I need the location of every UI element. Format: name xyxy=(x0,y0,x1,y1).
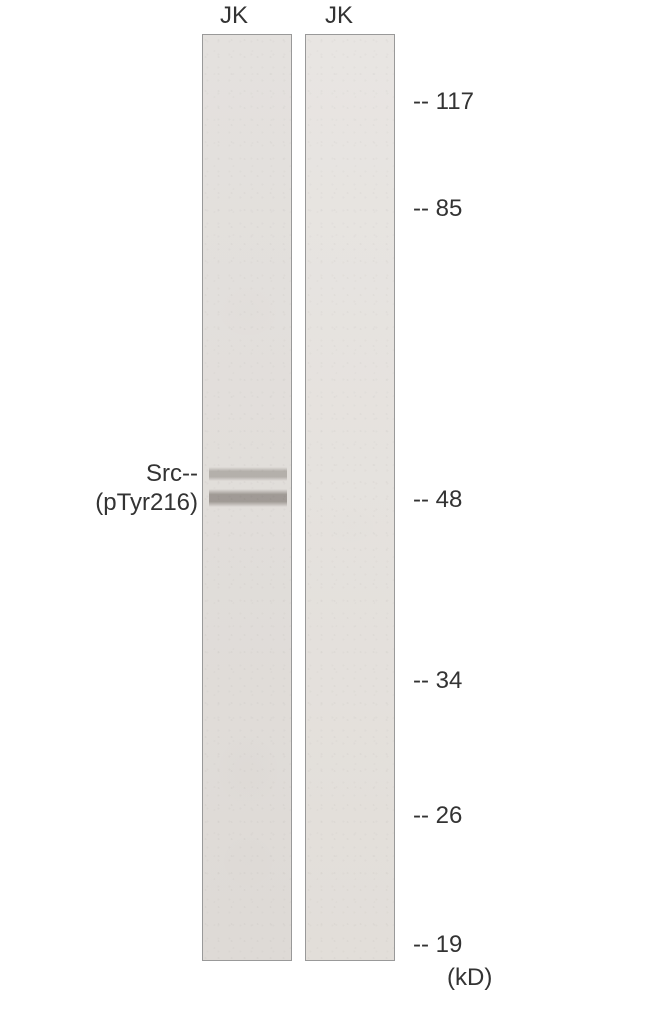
blot-container: JK JK Src-- (pTyr216) -- 117 -- 85 -- 48 --… xyxy=(0,0,650,1025)
protein-band xyxy=(209,489,287,507)
antibody-label: Src-- (pTyr216) xyxy=(0,460,198,518)
mw-marker: -- 26 xyxy=(413,802,462,830)
lane-smudge xyxy=(218,831,278,891)
mw-marker: -- 117 xyxy=(413,88,474,116)
lane-2 xyxy=(305,34,395,961)
mw-unit: (kD) xyxy=(447,964,492,992)
mw-marker: -- 85 xyxy=(413,195,462,223)
mw-marker: -- 19 xyxy=(413,931,462,959)
mw-marker: -- 34 xyxy=(413,667,462,695)
lane-smudge xyxy=(316,501,386,551)
lane-1 xyxy=(202,34,292,961)
antibody-line2: (pTyr216) xyxy=(95,489,198,516)
lane-smudge xyxy=(213,281,283,341)
protein-band xyxy=(209,467,287,481)
mw-marker: -- 48 xyxy=(413,486,462,514)
lane-smudge xyxy=(213,731,283,811)
antibody-line1: Src-- xyxy=(146,460,198,487)
lane1-label: JK xyxy=(220,2,248,30)
lane2-label: JK xyxy=(325,2,353,30)
